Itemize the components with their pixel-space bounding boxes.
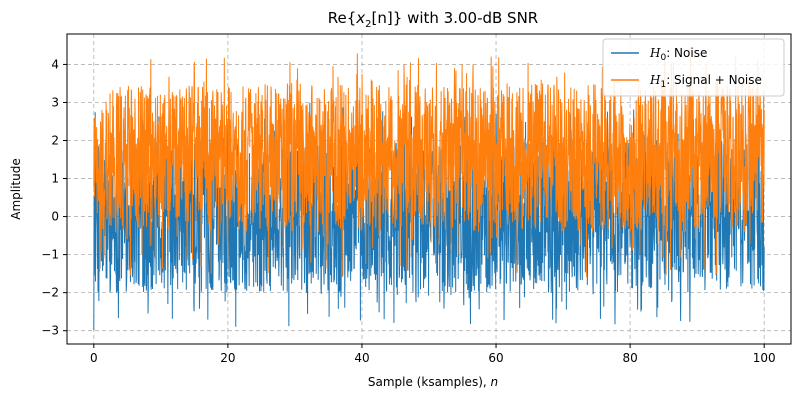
y-tick-label: 2 (51, 134, 59, 148)
x-tick-label: 100 (753, 351, 776, 365)
y-tick-label: −2 (41, 286, 59, 300)
x-tick-label: 80 (622, 351, 637, 365)
legend-label-h0: H0: Noise (649, 46, 707, 63)
series-line-h1 (93, 53, 765, 278)
legend-box (602, 38, 785, 97)
y-axis-label: Amplitude (9, 158, 23, 220)
x-tick-label: 20 (220, 351, 235, 365)
chart-title: Re{x2[n]} with 3.00-dB SNR (328, 9, 538, 30)
x-axis-label: Sample (ksamples), n (368, 375, 498, 389)
y-tick-label: 4 (51, 57, 59, 71)
plot-frame (66, 33, 792, 345)
x-tick-label: 0 (90, 351, 98, 365)
ticks: 0 20 40 60 80 100 −3 −2 −1 0 1 2 3 4 (41, 57, 775, 365)
x-tick-label: 40 (354, 351, 369, 365)
y-tick-label: 3 (51, 95, 59, 109)
x-tick-label: 60 (488, 351, 503, 365)
y-tick-label: 0 (51, 210, 59, 224)
y-tick-label: 1 (51, 172, 59, 186)
y-tick-label: −1 (41, 248, 59, 262)
series-layer (93, 53, 765, 331)
legend: H0: Noise H1: Signal + Noise (602, 38, 785, 97)
legend-label-h1: H1: Signal + Noise (649, 73, 762, 90)
y-tick-label: −3 (41, 324, 59, 338)
